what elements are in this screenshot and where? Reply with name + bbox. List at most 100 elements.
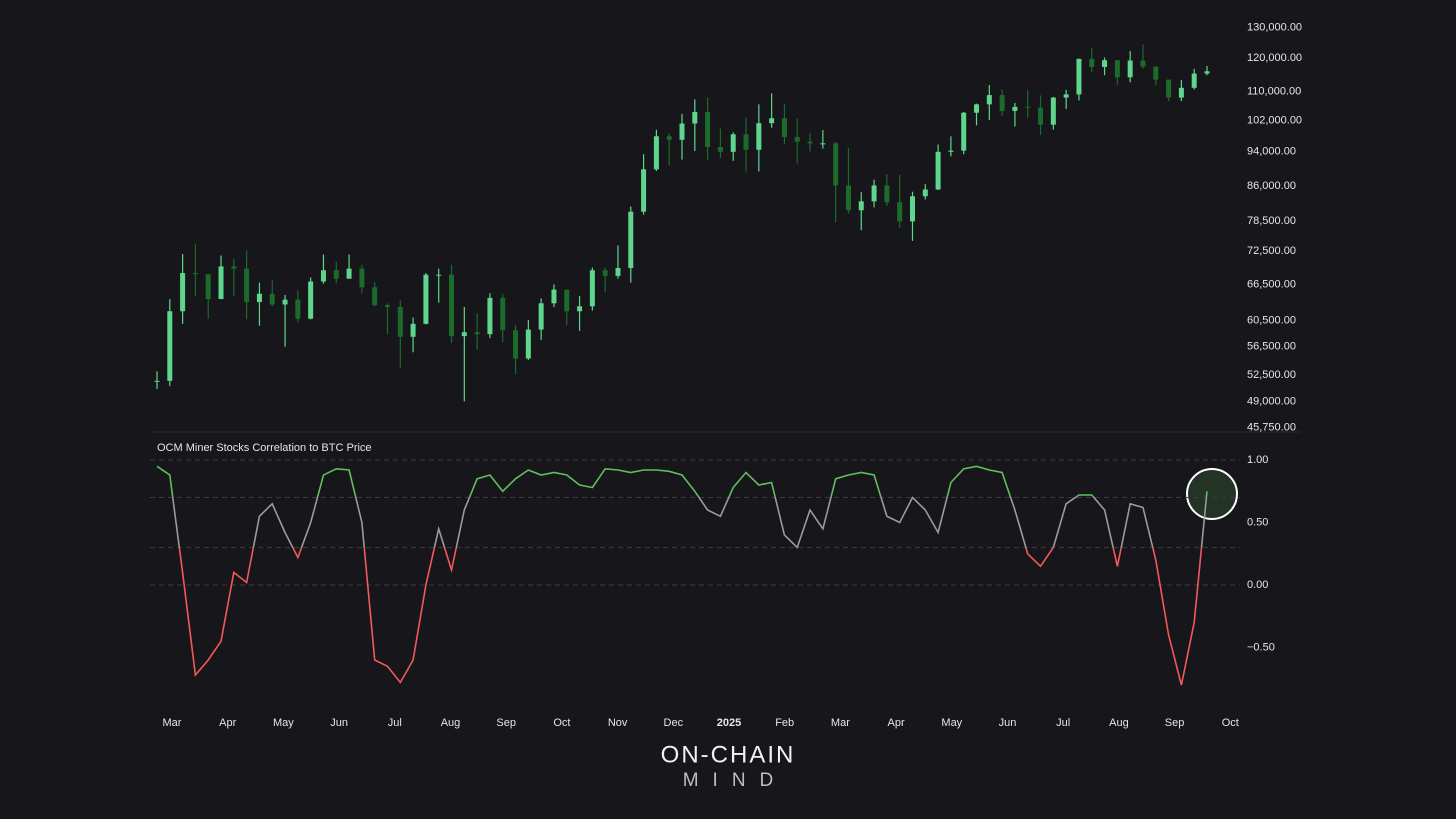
candle-body	[1191, 73, 1197, 88]
candle-body	[897, 202, 903, 222]
candle-body	[1025, 106, 1031, 108]
candle-body	[1153, 66, 1159, 80]
brand-sub: MIND	[683, 770, 788, 791]
highlight-circle	[1186, 468, 1238, 520]
x-tick-label: Oct	[1222, 717, 1239, 729]
candle-body	[999, 95, 1005, 111]
candle-body	[436, 274, 442, 276]
x-tick-label: Mar	[163, 717, 182, 729]
x-tick-label: May	[273, 717, 294, 729]
y-tick-label: 110,000.00	[1247, 86, 1301, 98]
candle-body	[551, 289, 557, 304]
y-tick-label: 60,500.00	[1247, 315, 1296, 327]
x-tick-label: Jul	[388, 717, 402, 729]
candle-body	[295, 299, 301, 319]
candle-body	[154, 380, 160, 382]
candle-body	[717, 146, 723, 152]
y-tick-label: −0.50	[1247, 641, 1275, 653]
candle-body	[231, 266, 237, 269]
x-tick-label: Dec	[664, 717, 684, 729]
y-tick-label: 120,000.00	[1247, 52, 1302, 64]
candle-body	[500, 297, 506, 331]
candle-body	[384, 305, 390, 307]
x-tick-label: Aug	[1109, 717, 1129, 729]
candle-body	[372, 287, 378, 306]
candle-body	[244, 268, 250, 303]
candle-body	[449, 274, 455, 337]
x-tick-label: Apr	[888, 717, 905, 729]
candle-body	[666, 136, 672, 140]
candle-body	[256, 293, 262, 303]
y-tick-label: 66,500.00	[1247, 278, 1296, 290]
candle-body	[167, 311, 173, 381]
candle-body	[1114, 60, 1120, 78]
candle-body	[269, 293, 275, 305]
candle-body	[679, 123, 685, 140]
candle-body	[756, 123, 762, 150]
candle-body	[180, 273, 186, 312]
candle-body	[1076, 58, 1082, 95]
y-tick-label: 52,500.00	[1247, 369, 1296, 381]
candle-body	[692, 111, 698, 124]
candle-body	[308, 281, 314, 319]
candle-body	[359, 268, 365, 288]
correlation-line	[156, 465, 1208, 498]
candle-body	[1127, 60, 1133, 78]
y-tick-label: 102,000.00	[1247, 114, 1302, 126]
candle-body	[871, 185, 877, 202]
y-tick-label: 72,500.00	[1247, 245, 1296, 257]
y-tick-label: 1.00	[1247, 454, 1268, 466]
candle-body	[487, 297, 493, 335]
y-tick-label: 56,500.00	[1247, 341, 1296, 353]
candle-body	[743, 134, 749, 150]
candle-body	[1038, 107, 1044, 125]
y-tick-label: 94,000.00	[1247, 146, 1296, 158]
x-tick-label: Jun	[999, 717, 1017, 729]
brand-name: ON-CHAIN	[661, 741, 796, 768]
candle-body	[474, 332, 480, 335]
candle-body	[974, 104, 980, 113]
candle-body	[320, 270, 326, 282]
correlation-line	[178, 547, 1203, 686]
x-tick-label: Aug	[441, 717, 461, 729]
candle-body	[1204, 71, 1210, 74]
candle-body	[858, 201, 864, 211]
candle-body	[192, 273, 198, 275]
y-tick-label: 130,000.00	[1247, 22, 1302, 34]
candle-body	[705, 111, 711, 147]
x-tick-label: Sep	[1165, 717, 1185, 729]
y-tick-label: 49,000.00	[1247, 395, 1296, 407]
y-tick-label: 86,000.00	[1247, 180, 1296, 192]
candle-body	[794, 137, 800, 142]
candle-body	[845, 185, 851, 211]
candle-body	[935, 151, 941, 190]
candle-body	[589, 270, 595, 307]
candle-body	[1050, 97, 1056, 125]
candle-body	[218, 266, 224, 300]
candle-body	[820, 143, 826, 145]
candle-body	[833, 143, 839, 186]
candle-body	[1166, 79, 1172, 98]
candle-body	[525, 329, 531, 359]
indicator-title: OCM Miner Stocks Correlation to BTC Pric…	[157, 442, 372, 454]
candle-body	[205, 274, 211, 300]
candle-body	[961, 112, 967, 151]
x-tick-label: May	[941, 717, 962, 729]
candle-body	[730, 134, 736, 152]
x-tick-label: Nov	[608, 717, 628, 729]
candle-body	[1140, 60, 1146, 67]
candle-body	[922, 189, 928, 197]
candle-body	[628, 211, 634, 269]
candle-body	[986, 95, 992, 105]
candle-body	[1063, 94, 1069, 98]
x-tick-label: Jun	[330, 717, 348, 729]
candle-body	[538, 303, 544, 330]
x-tick-label: Sep	[496, 717, 516, 729]
candle-body	[346, 268, 352, 279]
x-tick-label: 2025	[717, 717, 741, 729]
candle-body	[1012, 106, 1018, 111]
candle-body	[807, 141, 813, 144]
candle-body	[948, 150, 954, 152]
